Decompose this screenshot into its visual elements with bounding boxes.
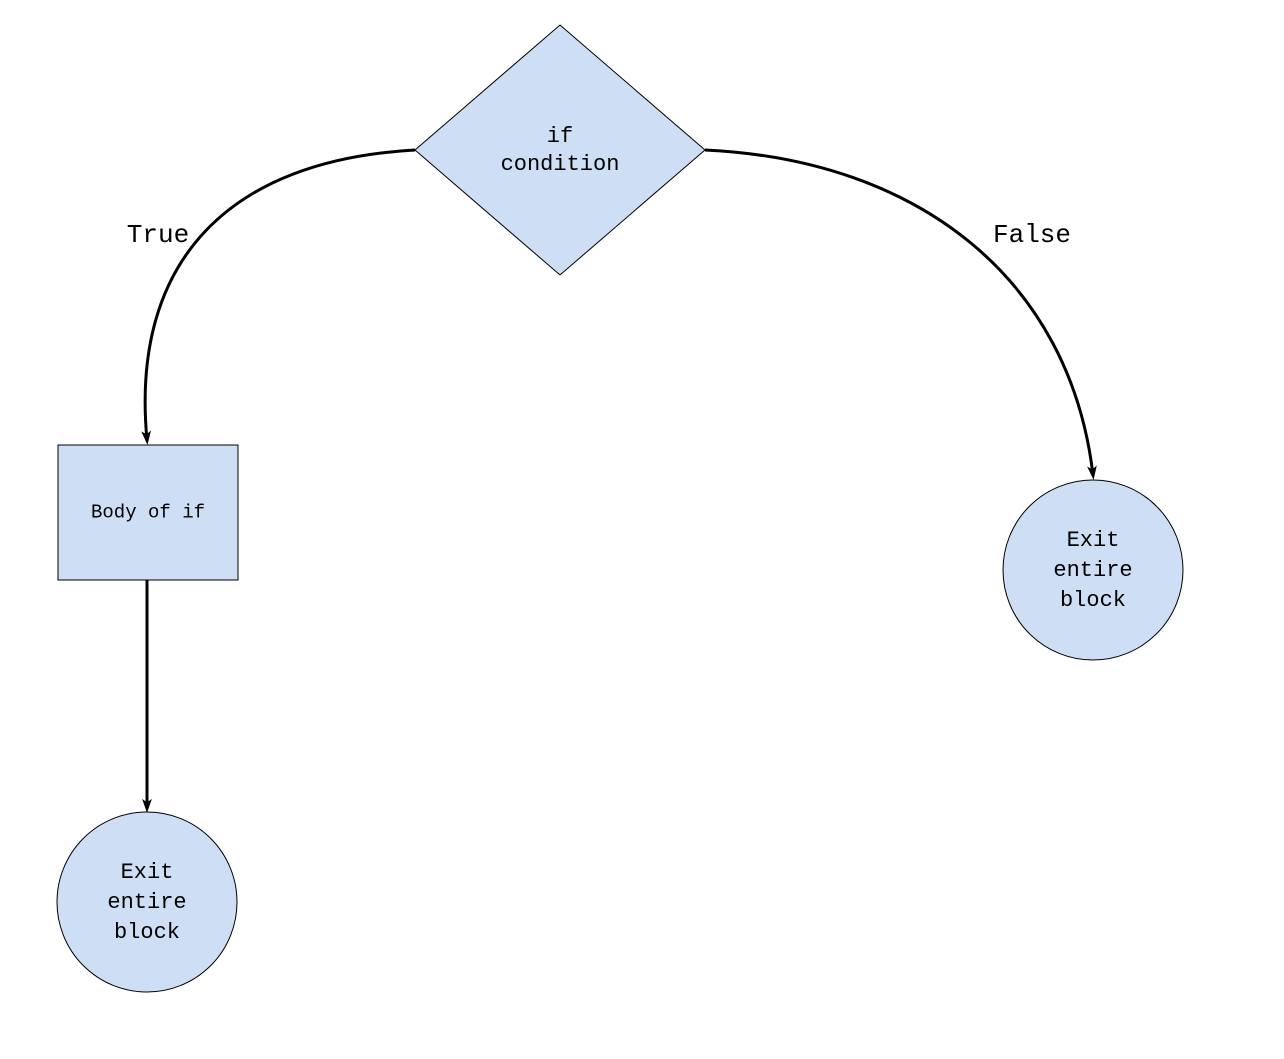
node-decision bbox=[415, 25, 705, 275]
node-exit_right-text-line-0: Exit bbox=[1067, 528, 1120, 553]
edge-label-true_edge: True bbox=[127, 220, 189, 250]
flowchart-canvas: True False if condition Body of if Exit entire… bbox=[0, 0, 1284, 1059]
edge-false_edge bbox=[705, 150, 1093, 475]
edge-label-false_edge: False bbox=[993, 220, 1071, 250]
node-body-text-line-0: Body of if bbox=[91, 502, 205, 524]
node-exit_right-text-line-2: block bbox=[1060, 588, 1126, 613]
node-exit_left-text-line-0: Exit bbox=[121, 860, 174, 885]
node-exit_right-text-line-1: entire bbox=[1053, 558, 1132, 583]
node-exit_left-text-line-1: entire bbox=[107, 890, 186, 915]
node-decision-text-line-1: condition bbox=[501, 152, 620, 177]
edge-true_edge bbox=[145, 150, 415, 440]
node-exit_left-text-line-2: block bbox=[114, 920, 180, 945]
node-decision-text-line-0: if bbox=[547, 124, 573, 149]
